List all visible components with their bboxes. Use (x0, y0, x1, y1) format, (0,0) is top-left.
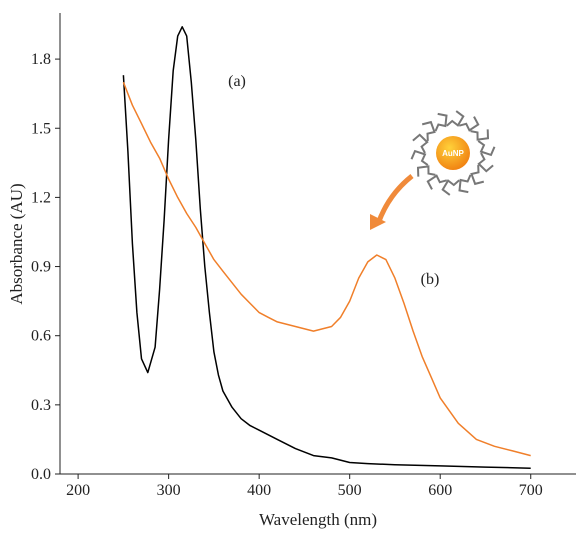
ligand (470, 165, 485, 186)
ligand (412, 133, 429, 154)
x-tick-label: 400 (247, 482, 271, 499)
y-tick-label: 0.3 (31, 397, 51, 414)
ligand (416, 165, 436, 177)
ligand (426, 174, 448, 190)
gold-particle (436, 136, 470, 170)
ligand (434, 112, 448, 132)
y-tick-label: 1.5 (31, 120, 51, 137)
ligand (477, 140, 496, 157)
ligand (458, 174, 472, 194)
ligand (477, 152, 494, 173)
y-tick-label: 0.6 (31, 328, 51, 345)
x-tick-label: 600 (428, 482, 452, 499)
series-line (122, 26, 531, 469)
series-line (122, 81, 531, 457)
y-tick-label: 1.8 (31, 51, 51, 68)
series-label: (b) (421, 271, 440, 288)
x-tick-label: 500 (338, 482, 362, 499)
ligand (458, 116, 480, 132)
nanoparticle-icon (370, 110, 496, 230)
y-axis-label: Absorbance (AU) (7, 183, 26, 304)
ligand (470, 129, 490, 141)
ligand (421, 120, 436, 141)
y-tick-label: 0.0 (31, 466, 51, 483)
ligand (410, 149, 429, 166)
arrow (375, 174, 414, 225)
x-axis-label: Wavelength (nm) (259, 510, 377, 529)
ligand (441, 179, 460, 196)
y-tick-label: 0.9 (31, 259, 51, 276)
y-tick-label: 1.2 (31, 189, 51, 206)
x-tick-label: 300 (157, 482, 181, 499)
series-label: (a) (228, 73, 246, 90)
x-tick-label: 200 (66, 482, 90, 499)
arrow-head (370, 214, 386, 230)
x-tick-label: 700 (519, 482, 543, 499)
icon-label: AuNP (442, 149, 464, 158)
ligand (446, 110, 465, 127)
